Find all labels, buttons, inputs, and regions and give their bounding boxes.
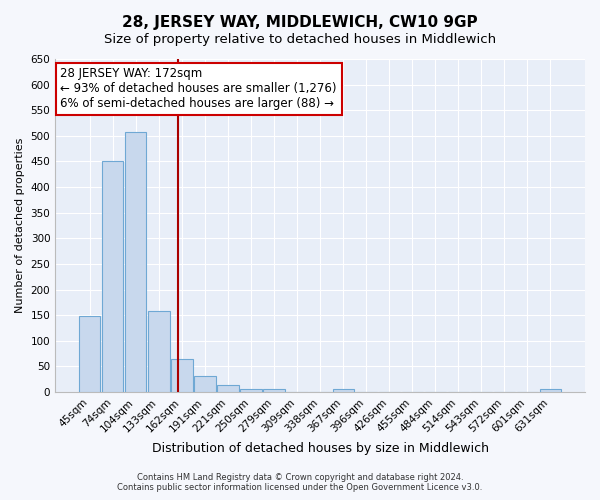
Bar bbox=[172, 358, 193, 392]
Bar bbox=[125, 132, 146, 392]
Text: Contains HM Land Registry data © Crown copyright and database right 2024.
Contai: Contains HM Land Registry data © Crown c… bbox=[118, 473, 482, 492]
Bar bbox=[540, 390, 561, 392]
Bar bbox=[217, 386, 239, 392]
Text: Size of property relative to detached houses in Middlewich: Size of property relative to detached ho… bbox=[104, 32, 496, 46]
Bar bbox=[241, 390, 262, 392]
Bar bbox=[194, 376, 215, 392]
Text: 28 JERSEY WAY: 172sqm
← 93% of detached houses are smaller (1,276)
6% of semi-de: 28 JERSEY WAY: 172sqm ← 93% of detached … bbox=[61, 68, 337, 110]
Text: 28, JERSEY WAY, MIDDLEWICH, CW10 9GP: 28, JERSEY WAY, MIDDLEWICH, CW10 9GP bbox=[122, 15, 478, 30]
Y-axis label: Number of detached properties: Number of detached properties bbox=[15, 138, 25, 313]
Bar bbox=[102, 162, 124, 392]
Bar bbox=[332, 390, 353, 392]
X-axis label: Distribution of detached houses by size in Middlewich: Distribution of detached houses by size … bbox=[152, 442, 488, 455]
Bar bbox=[263, 390, 284, 392]
Bar bbox=[148, 311, 170, 392]
Bar bbox=[79, 316, 100, 392]
